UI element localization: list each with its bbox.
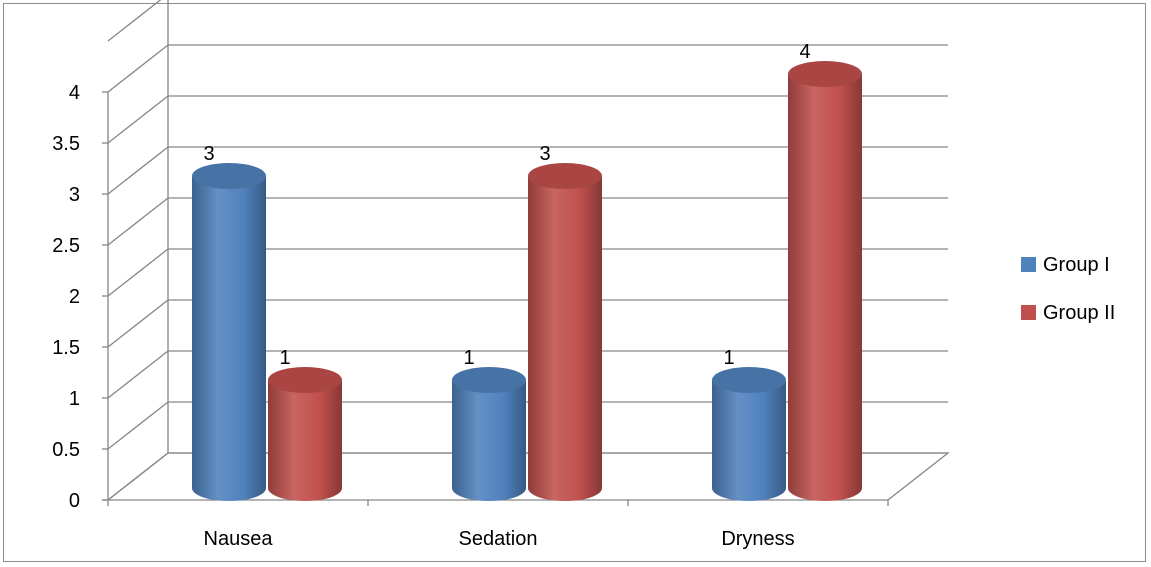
gridline (107, 299, 948, 348)
cylinder-body (712, 380, 786, 501)
y-tick-label: 3 (69, 184, 80, 206)
bar-group-i-dryness (712, 367, 786, 501)
cylinder-top (712, 367, 786, 393)
gridline (107, 452, 948, 501)
gridlines (107, 0, 948, 501)
data-label: 1 (463, 347, 474, 369)
bar-group-ii-sedation (528, 163, 602, 501)
legend: Group I Group II (1021, 254, 1115, 324)
legend-label: Group I (1043, 254, 1110, 276)
gridline (107, 95, 948, 144)
cylinder-top (268, 367, 342, 393)
y-tick-labels: 0 0.5 1 1.5 2 2.5 3 3.5 4 (52, 82, 108, 512)
gridline (107, 248, 948, 297)
data-labels: 3 1 1 3 1 4 (203, 41, 810, 369)
gridline (107, 146, 948, 195)
cylinder-body (268, 380, 342, 501)
cylinder-top (452, 367, 526, 393)
gridline (107, 197, 948, 246)
cylinder-body (788, 74, 862, 501)
data-label: 1 (279, 347, 290, 369)
gridline (107, 401, 948, 450)
category-label: Sedation (459, 528, 538, 550)
gridline (107, 350, 948, 399)
cylinder-body (192, 176, 266, 501)
cylinder-top (528, 163, 602, 189)
category-label: Nausea (204, 528, 274, 550)
bar-group-ii-nausea (268, 367, 342, 501)
gridline (107, 44, 948, 93)
data-label: 4 (799, 41, 810, 63)
legend-label: Group II (1043, 302, 1115, 324)
y-tick-label: 1 (69, 388, 80, 410)
legend-swatch (1021, 257, 1036, 272)
legend-swatch (1021, 305, 1036, 320)
cylinder-top (788, 61, 862, 87)
cylinder-body (528, 176, 602, 501)
category-labels: Nausea Sedation Dryness (107, 500, 889, 550)
gridline (107, 0, 162, 42)
data-label: 3 (203, 143, 214, 165)
y-tick-label: 2 (69, 286, 80, 308)
bars (192, 61, 862, 501)
y-tick-label: 2.5 (52, 235, 80, 257)
y-tick-label: 3.5 (52, 133, 80, 155)
data-label: 3 (539, 143, 550, 165)
y-tick-label: 0 (69, 490, 80, 512)
bar-group-ii-dryness (788, 61, 862, 501)
bar-group-i-sedation (452, 367, 526, 501)
cylinder-top (192, 163, 266, 189)
y-tick-label: 0.5 (52, 439, 80, 461)
y-tick-label: 4 (69, 82, 80, 104)
cylinder-body (452, 380, 526, 501)
bar-group-i-nausea (192, 163, 266, 501)
data-label: 1 (723, 347, 734, 369)
y-tick-label: 1.5 (52, 337, 80, 359)
category-label: Dryness (721, 528, 794, 550)
